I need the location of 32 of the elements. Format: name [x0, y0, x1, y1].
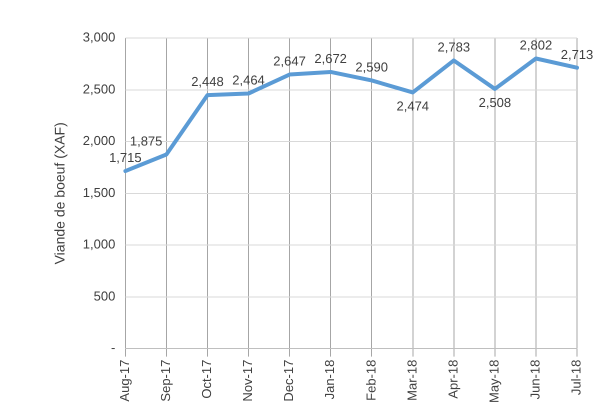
data-label: 2,448	[191, 74, 224, 90]
x-tick-label: Mar-18	[404, 360, 420, 401]
x-tick-label: Aug-17	[116, 360, 132, 402]
data-label: 2,590	[355, 60, 388, 75]
x-tick-label: Jan-18	[322, 360, 338, 400]
data-label: 2,783	[438, 40, 470, 55]
x-tick-label: Jun-18	[528, 360, 543, 400]
data-label: 2,474	[396, 98, 430, 114]
data-label: 1,875	[130, 134, 162, 149]
y-tick-label: 2,000	[82, 133, 116, 148]
x-tick-label: Apr-18	[445, 360, 460, 399]
y-tick-label: 2,500	[82, 81, 116, 96]
y-tick-label: -	[110, 340, 116, 356]
x-tick-label: Dec-17	[281, 360, 296, 402]
y-tick-label: 500	[94, 288, 116, 304]
data-label: 1,715	[109, 150, 142, 166]
y-tick-label: 1,500	[82, 184, 116, 200]
data-label: 2,647	[273, 54, 306, 69]
x-tick-label: Sep-17	[158, 360, 173, 402]
x-tick-label: Jul-18	[568, 360, 584, 396]
data-label: 2,464	[232, 72, 265, 88]
y-axis-title: Viande de boeuf (XAF)	[51, 122, 68, 264]
data-label: 2,802	[520, 38, 552, 53]
data-label: 2,713	[560, 46, 594, 62]
y-tick-label: 1,000	[82, 236, 116, 252]
x-tick-label: Nov-17	[240, 360, 256, 402]
x-tick-label: Feb-18	[363, 360, 378, 401]
data-label: 2,508	[478, 95, 512, 110]
x-tick-label: May-18	[486, 360, 502, 404]
data-label: 2,672	[314, 51, 347, 66]
x-tick-label: Oct-17	[199, 360, 214, 399]
y-tick-label: 3,000	[82, 30, 116, 45]
